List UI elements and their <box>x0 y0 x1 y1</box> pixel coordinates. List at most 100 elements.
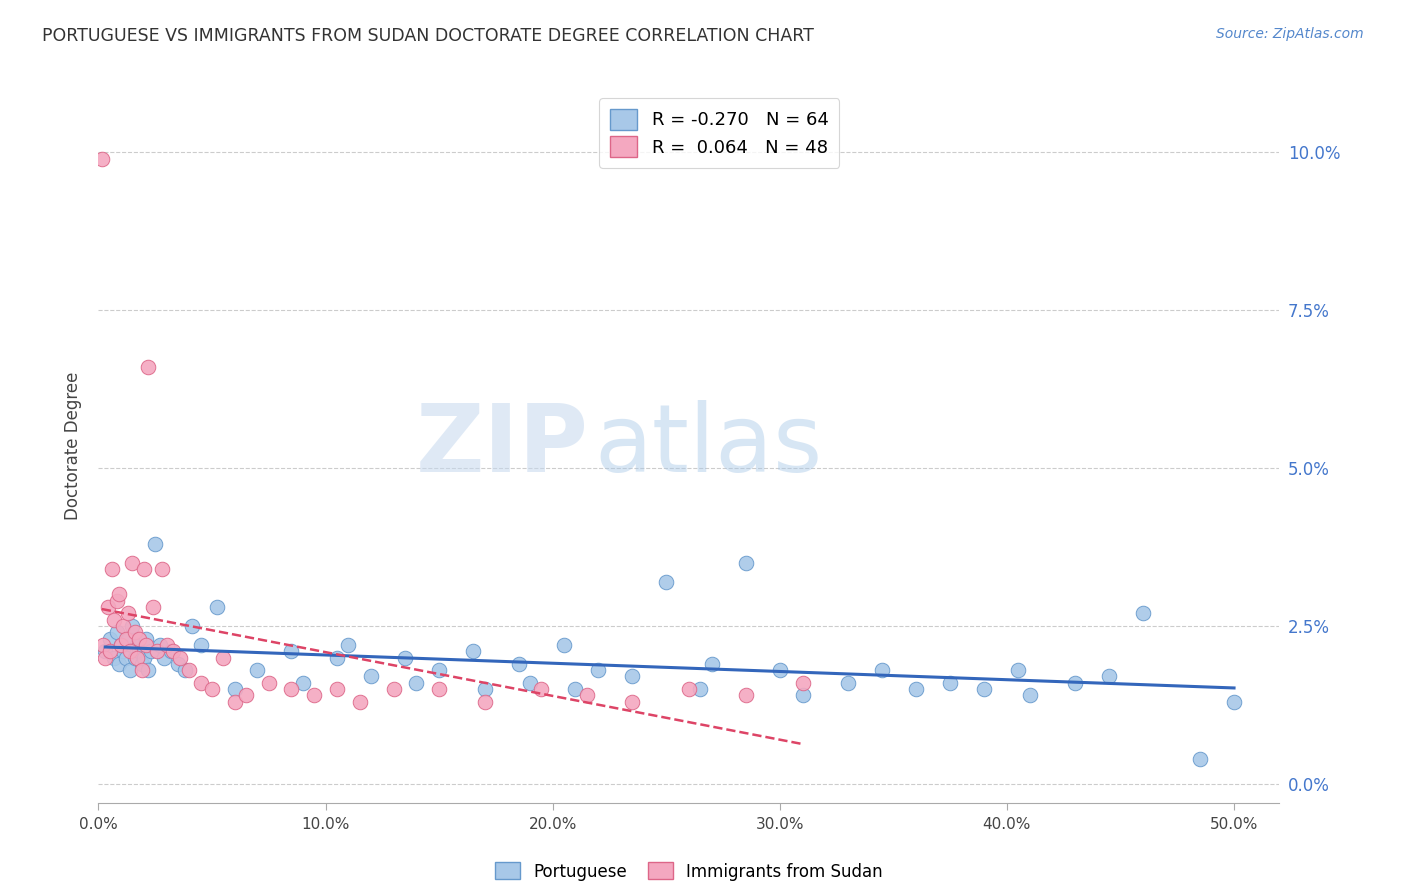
Point <box>382 682 405 697</box>
Point <box>621 695 644 709</box>
Point <box>98 644 121 658</box>
Point <box>1188 751 1211 765</box>
Point <box>114 650 136 665</box>
Point <box>302 689 325 703</box>
Point <box>337 638 360 652</box>
Point <box>530 682 553 697</box>
Point <box>108 587 131 601</box>
Point <box>128 644 150 658</box>
Point <box>180 619 202 633</box>
Point <box>224 695 246 709</box>
Point <box>114 632 136 646</box>
Point <box>792 689 814 703</box>
Point <box>246 663 269 677</box>
Point <box>586 663 609 677</box>
Point <box>117 607 139 621</box>
Point <box>769 663 792 677</box>
Point <box>939 675 962 690</box>
Point <box>105 593 128 607</box>
Point <box>110 638 132 652</box>
Text: ZIP: ZIP <box>416 400 589 492</box>
Point <box>120 644 142 658</box>
Point <box>146 644 169 658</box>
Point <box>1132 607 1154 621</box>
Point <box>1018 689 1040 703</box>
Text: Source: ZipAtlas.com: Source: ZipAtlas.com <box>1216 27 1364 41</box>
Point <box>973 682 995 697</box>
Point <box>179 663 201 677</box>
Point <box>291 675 314 690</box>
Point <box>326 650 349 665</box>
Point <box>132 650 155 665</box>
Point <box>360 669 382 683</box>
Point <box>1007 663 1029 677</box>
Point <box>169 650 191 665</box>
Point <box>905 682 928 697</box>
Point <box>162 644 184 658</box>
Point <box>103 613 125 627</box>
Point <box>103 650 125 665</box>
Point <box>655 574 678 589</box>
Point <box>427 663 450 677</box>
Point <box>125 638 148 652</box>
Point <box>149 638 172 652</box>
Point <box>734 689 756 703</box>
Text: atlas: atlas <box>595 400 823 492</box>
Point <box>135 632 157 646</box>
Point <box>564 682 586 697</box>
Point <box>138 663 160 677</box>
Point <box>349 695 371 709</box>
Point <box>280 644 302 658</box>
Point <box>143 537 166 551</box>
Point <box>132 562 155 576</box>
Point <box>90 152 112 166</box>
Point <box>257 675 280 690</box>
Point <box>870 663 893 677</box>
Point <box>131 657 153 671</box>
Point <box>135 638 157 652</box>
Point <box>138 360 160 375</box>
Point <box>575 689 598 703</box>
Point <box>139 644 162 658</box>
Point <box>121 556 143 570</box>
Point <box>689 682 711 697</box>
Point <box>91 638 114 652</box>
Point <box>519 675 541 690</box>
Point <box>205 600 228 615</box>
Point <box>112 644 135 658</box>
Point <box>98 632 121 646</box>
Point <box>96 600 118 615</box>
Point <box>131 663 153 677</box>
Point <box>173 663 195 677</box>
Point <box>224 682 246 697</box>
Point <box>427 682 450 697</box>
Point <box>128 632 150 646</box>
Point <box>621 669 644 683</box>
Legend: Portuguese, Immigrants from Sudan: Portuguese, Immigrants from Sudan <box>489 855 889 888</box>
Point <box>394 650 416 665</box>
Point <box>160 644 183 658</box>
Point <box>700 657 723 671</box>
Point <box>405 675 427 690</box>
Point <box>463 644 485 658</box>
Point <box>150 562 173 576</box>
Point <box>94 650 117 665</box>
Point <box>553 638 575 652</box>
Point <box>105 625 128 640</box>
Point <box>124 650 146 665</box>
Point <box>212 650 235 665</box>
Point <box>121 619 143 633</box>
Point <box>1064 675 1087 690</box>
Point <box>108 657 131 671</box>
Point <box>155 638 177 652</box>
Point <box>678 682 700 697</box>
Point <box>474 695 496 709</box>
Point <box>1223 695 1246 709</box>
Point <box>124 625 146 640</box>
Point <box>235 689 257 703</box>
Point <box>94 644 117 658</box>
Point <box>190 675 212 690</box>
Point <box>167 657 190 671</box>
Point <box>153 650 176 665</box>
Point <box>201 682 224 697</box>
